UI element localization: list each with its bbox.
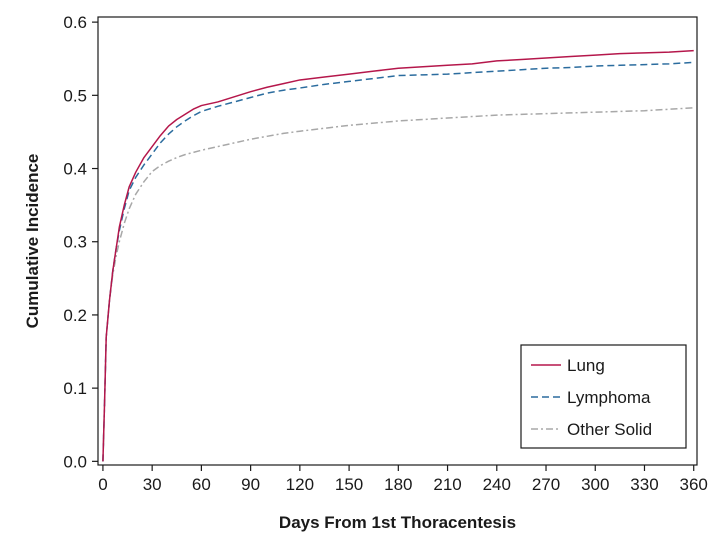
x-axis-title: Days From 1st Thoracentesis [279,513,516,532]
y-tick-label: 0.5 [63,86,87,105]
series-line-lung [102,49,694,462]
y-tick-label: 0.1 [63,379,87,398]
x-tick-label: 30 [143,475,162,494]
x-tick-label: 90 [241,475,260,494]
series-line-other-solid [102,107,694,462]
x-tick-label: 300 [581,475,609,494]
plot-area-frame [97,16,698,466]
legend: Lung Lymphoma Other Solid [520,344,687,449]
x-tick-label: 270 [532,475,560,494]
y-tick-label: 0.0 [63,452,87,471]
x-tick-label: 330 [630,475,658,494]
y-tick-label: 0.3 [63,233,87,252]
x-tick-label: 180 [384,475,412,494]
series-layer [102,49,694,462]
y-tick-label: 0.4 [63,160,87,179]
legend-label: Lung [567,356,605,375]
x-tick-label: 240 [483,475,511,494]
y-axis-title: Cumulative Incidence [23,154,42,329]
series-line-lymphoma [102,61,694,462]
x-tick-label: 60 [192,475,211,494]
x-axis-ticks: 0 30 60 90 120 150 180 210 240 270 300 330 360 [98,465,708,494]
y-tick-label: 0.2 [63,306,87,325]
x-tick-label: 210 [433,475,461,494]
x-tick-label: 150 [335,475,363,494]
y-tick-label: 0.6 [63,13,87,32]
legend-label: Lymphoma [567,388,651,407]
x-tick-label: 120 [286,475,314,494]
y-axis-ticks: 0.0 0.1 0.2 0.3 0.4 0.5 0.6 [63,13,98,471]
x-tick-label: 0 [98,475,107,494]
x-tick-label: 360 [680,475,708,494]
legend-label: Other Solid [567,420,652,439]
